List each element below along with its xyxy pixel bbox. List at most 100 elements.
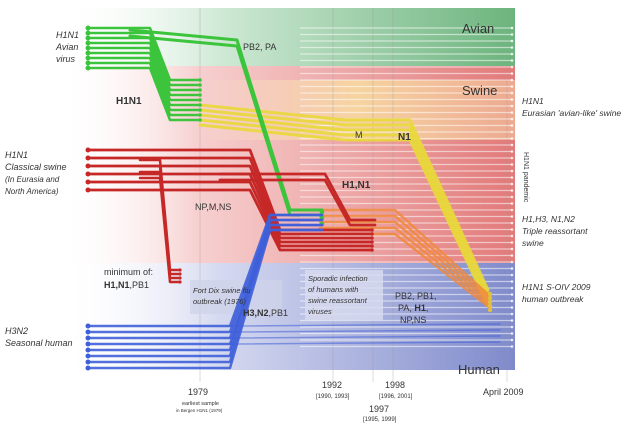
pale-lineage-end [510,293,514,296]
pale-lineage-end [510,267,514,270]
pale-lineage-end [510,78,514,82]
triple-reassortant-line [318,226,492,307]
pale-lineage-end [510,156,514,160]
pale-lineage-end [510,299,514,303]
tick-1998-sub: [1996, 2001] [379,394,413,400]
pb2-pb1-pa-h1-np-ns-label: PB2, PB1, PA, H1, NP,NS [395,291,437,325]
avian-lineage-line [86,41,202,97]
pb2-pa-label: PB2, PA [243,42,276,52]
svg-text:Sporadic infection: Sporadic infection [308,274,368,283]
minimum-of-label: minimum of: H1,N1,PB1 [104,267,153,290]
fort-dix-note: Fort Dix swine flu outbreak (1976) [193,286,251,306]
tick-1998: 1998 [385,380,405,390]
pale-lineage-end [510,247,514,251]
avian-branch-node [198,83,202,87]
pale-lineage-end [510,169,514,173]
swine-zone-label: Swine [462,83,497,98]
svg-text:H1,H3, N1,N2: H1,H3, N1,N2 [522,214,575,224]
svg-text:minimum of:: minimum of: [104,267,153,277]
avian-lineage-line [86,36,202,92]
avian-branch-node [198,108,202,112]
pale-lineage-end [510,221,514,225]
avian-lineage-line [86,26,202,82]
pale-lineage-end [510,332,514,335]
human-continuation-line [229,329,501,333]
human-continuation-line [229,341,501,345]
pale-lineage-end [510,273,514,277]
pale-lineage-end [510,46,514,49]
classical-swine-line [86,156,374,236]
pale-lineage-end [510,345,514,348]
svg-text:Fort Dix swine flu: Fort Dix swine flu [193,286,251,295]
avian-lineage-line [86,51,202,107]
svg-text:H1,N1,PB1: H1,N1,PB1 [104,280,149,290]
pale-lineage-end [510,163,514,166]
avian-branch-node [198,103,202,107]
svg-text:Seasonal human: Seasonal human [5,338,73,348]
svg-text:Classical swine: Classical swine [5,162,67,172]
classical-swine-line [86,172,374,244]
h3n2-lineage-line [86,228,324,370]
svg-text:PB2, PB1,: PB2, PB1, [395,291,437,301]
soiv-2009-node [487,291,493,297]
avian-branch-node [198,118,202,122]
classical-swine-node [370,240,374,244]
avian-branch-node [198,93,202,97]
avian-lineage-line [86,31,202,87]
svg-text:North America): North America) [5,187,59,196]
classical-swine-label: H1N1 Classical swine (In Eurasia and Nor… [5,150,67,196]
pale-lineage-end [510,195,514,199]
fort-dix-node [178,280,182,284]
tick-april-2009: April 2009 [483,387,524,397]
soiv-2009-node [487,303,493,309]
human-continuation-line [229,323,501,327]
classical-swine-line [86,188,374,252]
pale-lineage-end [510,124,514,127]
pale-lineage-end [510,143,514,147]
tick-1979-sub: earliest sample [182,401,219,407]
svg-text:outbreak (1976): outbreak (1976) [193,297,246,306]
classical-swine-node [370,228,374,232]
classical-swine-line [86,164,374,240]
avian-lineage-line [86,46,202,102]
svg-text:swine reassortant: swine reassortant [308,296,368,305]
pale-lineage-end [510,241,514,244]
pale-lineage-end [510,215,514,218]
svg-text:H1N1: H1N1 [522,96,544,106]
classical-swine-line [86,180,374,248]
np-m-ns-label: NP,M,NS [195,202,231,212]
tick-1979-sub2: in Bergen H1N1 (1979) [176,408,223,413]
pale-lineage-end [510,91,514,95]
h1n1-avian-label: H1N1 [116,96,142,107]
classical-swine-node [370,236,374,240]
avian-lineage-line [86,66,202,122]
pale-lineage-end [510,325,514,329]
pale-lineage-end [510,72,514,75]
svg-text:Triple reassortant: Triple reassortant [522,226,588,236]
pale-lineage-end [510,39,514,43]
h1n1-swine-line [218,172,377,222]
svg-text:(In Eurasia and: (In Eurasia and [5,175,60,184]
h3n2-lineage-line [86,223,324,364]
human-zone-band [60,263,515,370]
pale-lineage-end [510,33,514,36]
avian-branch-node [198,98,202,102]
pale-lineage-end [510,260,514,264]
m-segment-label: M [355,130,363,140]
svg-text:swine: swine [522,238,544,248]
pale-lineage-end [510,111,514,114]
svg-text:human outbreak: human outbreak [522,294,584,304]
eurasian-swine-label: H1N1 Eurasian 'avian-like' swine [522,96,621,118]
svg-text:of humans with: of humans with [308,285,358,294]
avian-zone-label: Avian [462,21,494,36]
avian-virus-label: H1N1 Avian virus [55,30,79,64]
classical-swine-node [370,244,374,248]
classical-swine-node [370,248,374,252]
svg-text:NP,NS: NP,NS [400,315,426,325]
avian-branch-node [198,78,202,82]
fort-dix-line [138,176,182,284]
lineage-lines [85,25,501,371]
eurasian-swine-line [198,118,490,304]
seasonal-human-label: H3N2 Seasonal human [5,326,73,348]
